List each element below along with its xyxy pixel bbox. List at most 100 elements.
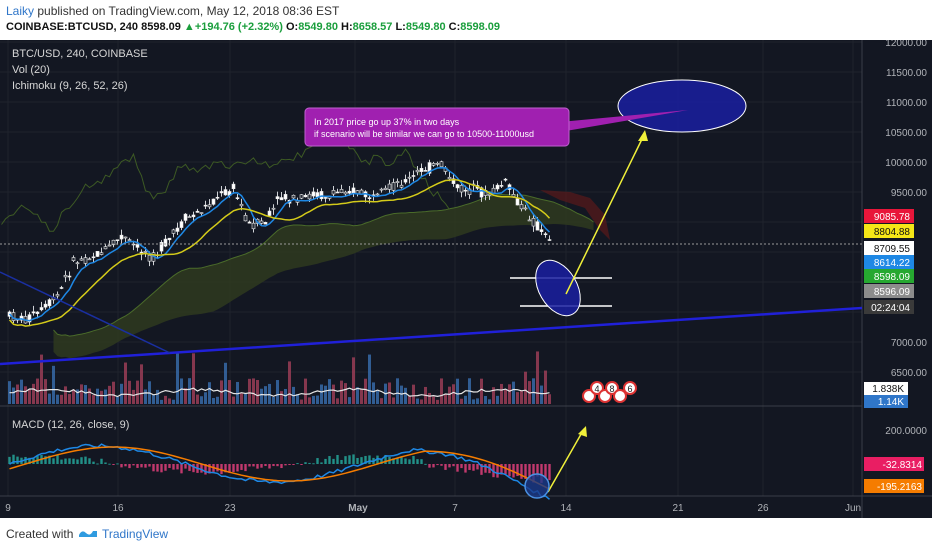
chart-svg[interactable]: In 2017 price go up 37% in two days if s… [0,38,932,518]
candle [375,193,380,196]
volume-bar [188,378,191,404]
candle [263,222,268,225]
candle [283,194,288,200]
time-tick-label: 26 [757,503,769,514]
annotation-line1: In 2017 price go up 37% in two days [314,117,460,127]
volume-bar [76,389,79,404]
volume-bar [352,357,355,404]
candle [215,196,220,199]
badge-6[interactable] [623,381,637,395]
candle [183,213,188,221]
volume-bar [492,387,495,404]
volume-bar [280,391,283,404]
candle [335,191,340,194]
macd-hist-bar [480,464,483,475]
candle [187,216,192,218]
macd-hist-bar [44,456,47,464]
macd-hist-bar [88,458,91,464]
macd-hist-bar [80,457,83,464]
badge-4[interactable] [590,381,604,395]
volume-bar [296,394,299,404]
macd-hist-bar [496,464,499,478]
volume-bar [300,399,303,404]
event-badges[interactable]: 4 8 6 [582,381,637,403]
candle [267,210,272,216]
macd-hist-bar [144,464,147,468]
candle [79,258,84,261]
publish-text: published on TradingView.com, May 12, 20… [37,4,340,18]
candle [59,287,64,289]
volume-bar [344,383,347,404]
candle [191,214,196,218]
volume-bar [224,362,227,404]
price-tick-label: 9500.00 [891,188,928,199]
candle [315,192,320,198]
macd-hist-bar [336,455,339,464]
candle [303,194,308,198]
price-label-box [864,241,914,255]
macd-hist-bar [364,455,367,464]
price-label-text: 8598.09 [874,272,911,283]
annotation-callout [304,107,570,147]
volume-bar [452,384,455,404]
macd-hist-bar [428,464,431,468]
macd-hist-bar [544,464,547,479]
volume-bar [152,394,155,404]
macd-hist-bar [516,464,519,476]
tradingview-logo-icon[interactable] [78,527,98,540]
author-link[interactable]: Laiky [6,4,35,18]
volume-bar [172,399,175,404]
macd-circle-highlight [524,473,550,499]
macd-hist-bar [404,458,407,464]
candle [211,198,216,205]
tradingview-link[interactable]: TradingView [102,527,169,541]
volume-bar [216,396,219,404]
flag-icon[interactable] [582,389,596,403]
volume-bar [24,386,27,404]
volume-bar [500,383,503,404]
macd-hist-bar [220,464,223,475]
candle [27,314,32,323]
candle [203,204,208,207]
badge-8-label: 8 [609,384,614,394]
candle [403,179,408,183]
volume-ma-line [9,387,550,398]
candle [43,303,48,308]
flag-icon[interactable] [613,389,627,403]
vol-legend: Vol (20) [12,64,50,76]
macd-hist-bar [384,454,387,464]
macd-hist-bar [164,464,167,471]
macd-hist-bar [216,464,219,472]
volume-bar [304,378,307,404]
time-axis[interactable]: 9 16 23 May 7 14 21 26 Jun [5,503,861,514]
candle [275,196,280,200]
price-axis[interactable]: 12000.00 11500.00 11000.00 10500.00 10000.00… [885,38,928,437]
volume-bar [268,383,271,404]
volume-bar [88,388,91,404]
volume-bar [72,389,75,404]
volume-bar [140,364,143,404]
chart-title: BTC/USD, 240, COINBASE [12,48,148,60]
badge-8[interactable] [605,381,619,395]
price-label-text: 8804.88 [874,227,911,238]
price-tick-label: 11000.00 [886,98,927,109]
macd-hist-bar [48,455,51,464]
volume-bar [364,378,367,404]
chart-area[interactable]: In 2017 price go up 37% in two days if s… [0,38,932,518]
candle [467,188,472,195]
volume-bar [472,399,475,404]
volume-bar [524,371,527,404]
volume-bar [380,398,383,404]
macd-hist-bar [484,464,487,473]
volume-bar [372,382,375,404]
projection-ellipse-low [535,259,581,317]
candle [71,257,76,261]
candle [119,234,124,240]
close-value: 8598.09 [460,21,501,33]
candle [523,207,528,210]
candle [103,246,108,250]
macd-hist-bar [368,455,371,464]
volume-label-box [864,382,908,395]
volume-bar [96,388,99,404]
macd-hist-bar [460,464,463,469]
